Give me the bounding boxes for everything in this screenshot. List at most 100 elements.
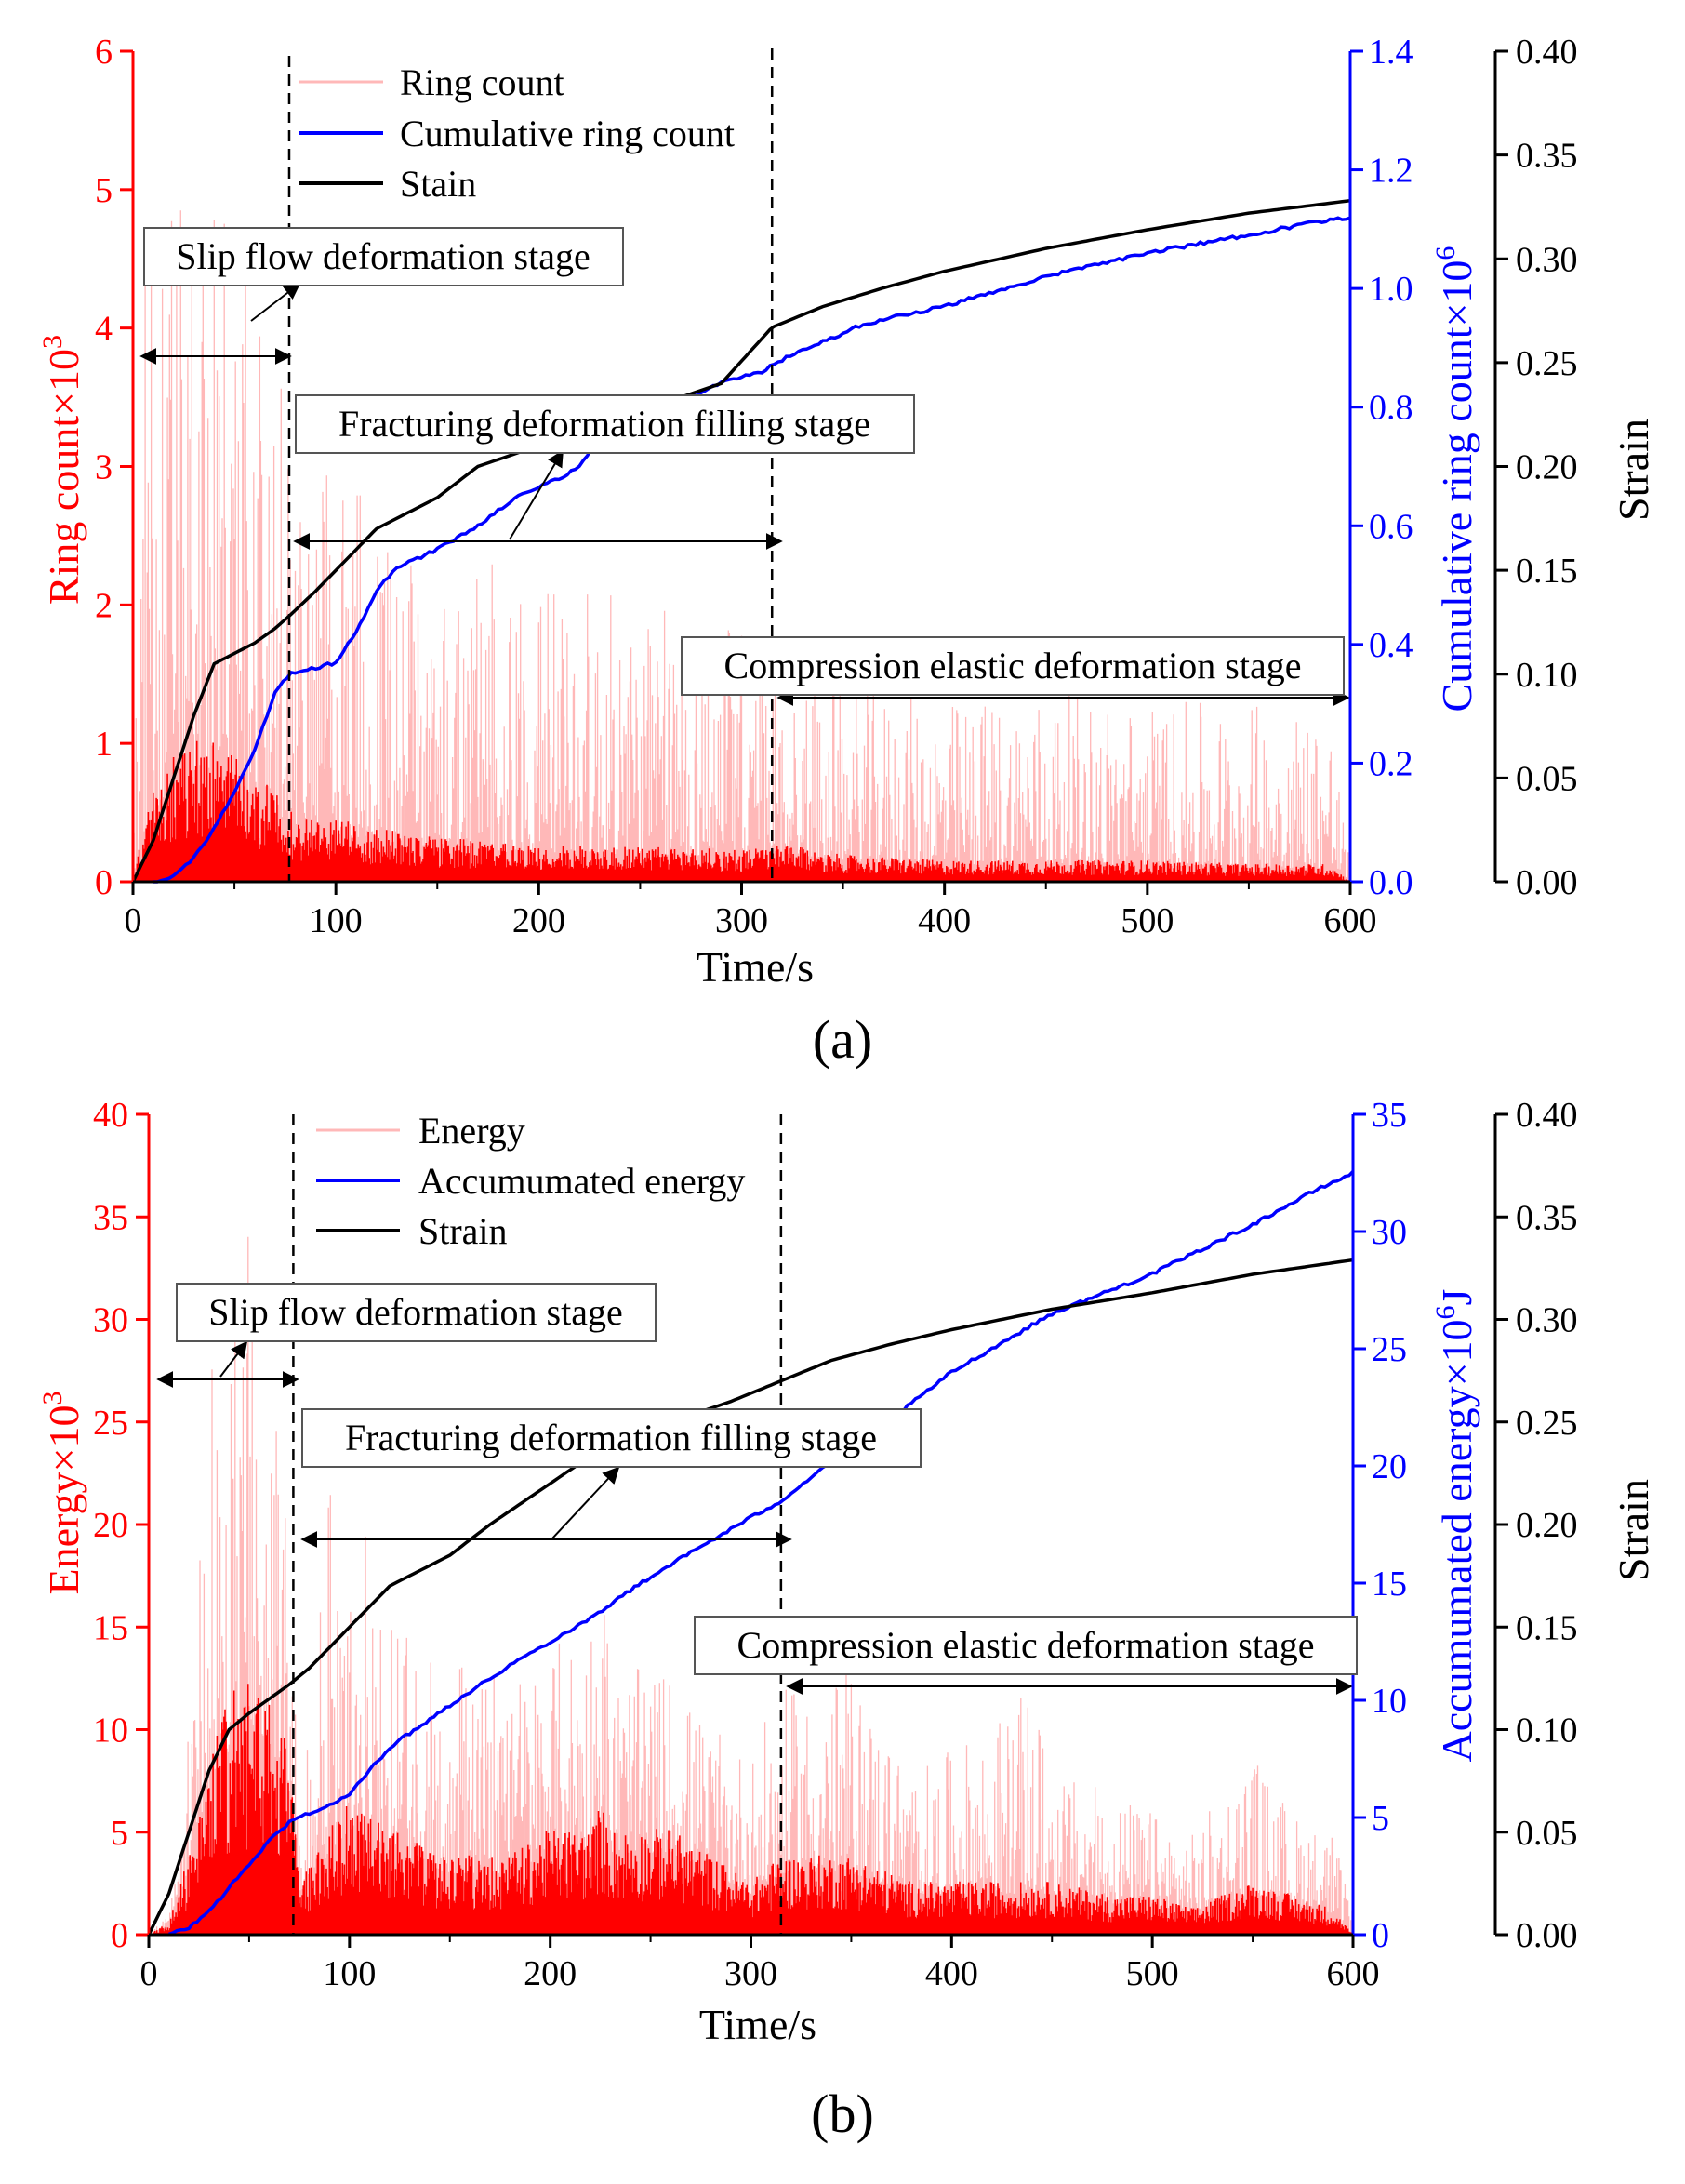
panel-b-legend: Energy Accumumated energy Strain	[316, 1110, 745, 1252]
panel-a-stage-compression: Compression elastic deformation stage	[681, 636, 1345, 696]
legend-accumulated-label: Accumumated energy	[418, 1160, 745, 1202]
right-axis-tick-label: 0.0	[1369, 863, 1413, 902]
strain-axis-tick-label: 0.25	[1516, 1404, 1578, 1443]
stage-pointer-arrow	[509, 449, 564, 540]
right-axis-tick-label: 30	[1372, 1213, 1407, 1252]
panel-b-label: (b)	[811, 2084, 874, 2144]
strain-axis-tick-label: 0.15	[1516, 552, 1578, 591]
stage-pointer-arrow	[551, 1466, 620, 1540]
stage-pointer-arrow	[250, 282, 301, 322]
panel-a-axes: 0 1 2 3 4 5 6 0.0 0.2 0.4 0.6 0.8 1.0 1.2 1.4 0.00 0.05 0…	[95, 33, 1578, 940]
x-axis-tick-label: 100	[310, 901, 363, 940]
stage-fracturing-b-label: Fracturing deformation filling stage	[345, 1417, 877, 1458]
panel-a-stage-slip: Slip flow deformation stage	[143, 227, 624, 286]
right-axis-tick-label: 15	[1372, 1565, 1407, 1604]
left-axis-tick-label: 20	[93, 1506, 128, 1545]
left-axis-tick-label: 3	[95, 448, 113, 487]
panel-b-stage-fracturing: Fracturing deformation filling stage	[301, 1408, 922, 1468]
strain-axis-tick-label: 0.00	[1516, 863, 1578, 902]
right-axis-tick-label: 0.2	[1369, 744, 1413, 783]
right-axis-tick-label: 0.8	[1369, 389, 1413, 428]
x-axis-tick-label: 300	[715, 901, 768, 940]
legend-strain-label: Stain	[400, 163, 476, 205]
panel-b-stage-guides	[156, 1114, 1353, 1935]
panel-a-stage-fracturing: Fracturing deformation filling stage	[295, 394, 915, 454]
x-axis-tick-label: 300	[724, 1954, 777, 1993]
strain-axis-tick-label: 0.40	[1516, 1096, 1578, 1135]
strain-axis-tick-label: 0.20	[1516, 448, 1578, 487]
x-axis-tick-label: 200	[524, 1954, 577, 1993]
strain-series-line	[147, 1258, 1354, 1936]
stage-compression-label: Compression elastic deformation stage	[724, 645, 1302, 686]
stage-slip-label: Slip flow deformation stage	[176, 235, 590, 277]
legend-energy-label: Energy	[418, 1110, 525, 1152]
strain-axis-tick-label: 0.40	[1516, 33, 1578, 72]
left-axis-tick-label: 6	[95, 33, 113, 72]
x-axis-tick-label: 500	[1126, 1954, 1179, 1993]
panel-b-strain-axis-label: Strain	[1610, 1479, 1657, 1581]
hit-bars-light	[133, 210, 1350, 882]
stage-slip-b-label: Slip flow deformation stage	[208, 1291, 622, 1333]
strain-axis-tick-label: 0.30	[1516, 1301, 1578, 1340]
strain-axis-tick-label: 0.10	[1516, 656, 1578, 695]
panel-b-x-axis-label: Time/s	[699, 2001, 816, 2048]
right-axis-tick-label: 5	[1372, 1799, 1389, 1838]
strain-axis-tick-label: 0.15	[1516, 1608, 1578, 1647]
right-axis-tick-label: 35	[1372, 1096, 1407, 1135]
left-axis-tick-label: 2	[95, 586, 113, 625]
right-axis-tick-label: 0.6	[1369, 507, 1413, 546]
left-axis-tick-label: 4	[95, 310, 113, 349]
right-axis-tick-label: 0.4	[1369, 626, 1413, 665]
left-axis-tick-label: 40	[93, 1096, 128, 1135]
x-axis-tick-label: 500	[1121, 901, 1174, 940]
stage-pointer-arrow	[219, 1340, 248, 1378]
panel-a-label: (a)	[813, 1009, 872, 1070]
x-axis-tick-label: 600	[1327, 1954, 1380, 1993]
panel-b-chart: 0510152025303540051015202530350.000.050.…	[37, 1096, 1657, 2144]
strain-axis-tick-label: 0.30	[1516, 240, 1578, 279]
right-axis-tick-label: 20	[1372, 1447, 1407, 1486]
right-axis-tick-label: 10	[1372, 1682, 1407, 1721]
panel-a-legend: Ring count Cumulative ring count Stain	[299, 61, 735, 205]
right-axis-tick-label: 1.0	[1369, 270, 1413, 309]
panel-b-right-axis-label: Accumumated energy×106J	[1430, 1289, 1480, 1763]
strain-axis-tick-label: 0.35	[1516, 137, 1578, 176]
panel-b-axes: 0510152025303540051015202530350.000.050.…	[93, 1096, 1578, 1993]
panel-a-left-axis-label: Ring count×103	[37, 335, 87, 605]
stage-fracturing-label: Fracturing deformation filling stage	[338, 403, 870, 445]
right-axis-tick-label: 1.2	[1369, 152, 1413, 191]
panel-b-series-layer	[147, 1170, 1355, 1937]
legend-strain-b-label: Strain	[418, 1210, 508, 1252]
left-axis-tick-label: 10	[93, 1711, 128, 1751]
panel-a-hit-series	[133, 210, 1350, 882]
strain-axis-tick-label: 0.35	[1516, 1198, 1578, 1237]
strain-axis-tick-label: 0.25	[1516, 344, 1578, 383]
strain-axis-tick-label: 0.05	[1516, 759, 1578, 798]
panel-a-strain-axis-label: Strain	[1610, 419, 1657, 521]
left-axis-tick-label: 35	[93, 1198, 128, 1237]
x-axis-tick-label: 0	[125, 901, 142, 940]
panel-a-chart: 0 1 2 3 4 5 6 0.0 0.2 0.4 0.6 0.8 1.0 1.2 1.4 0.00 0.05 0…	[37, 33, 1657, 1070]
x-axis-tick-label: 400	[925, 1954, 978, 1993]
right-axis-tick-label: 0	[1372, 1916, 1389, 1955]
left-axis-tick-label: 25	[93, 1404, 128, 1443]
strain-series-line	[131, 198, 1351, 883]
stage-compression-b-label: Compression elastic deformation stage	[737, 1624, 1315, 1666]
panel-a-stage-guides	[139, 48, 1350, 882]
right-axis-tick-label: 25	[1372, 1330, 1407, 1369]
x-axis-tick-label: 600	[1324, 901, 1377, 940]
strain-axis-tick-label: 0.05	[1516, 1814, 1578, 1853]
cumulative-series-line	[168, 1170, 1355, 1937]
legend-cumulative-label: Cumulative ring count	[400, 113, 735, 154]
cumulative-series-line	[153, 216, 1351, 884]
x-axis-tick-label: 400	[918, 901, 971, 940]
panel-b-stage-slip: Slip flow deformation stage	[176, 1283, 657, 1342]
x-axis-tick-label: 200	[512, 901, 565, 940]
legend-ring-count-label: Ring count	[400, 61, 564, 103]
panel-b-stage-compression: Compression elastic deformation stage	[694, 1616, 1358, 1675]
x-axis-tick-label: 100	[323, 1954, 376, 1993]
left-axis-tick-label: 0	[95, 863, 113, 902]
panel-a-series-layer	[131, 198, 1351, 884]
panel-a-x-axis-label: Time/s	[697, 943, 814, 991]
